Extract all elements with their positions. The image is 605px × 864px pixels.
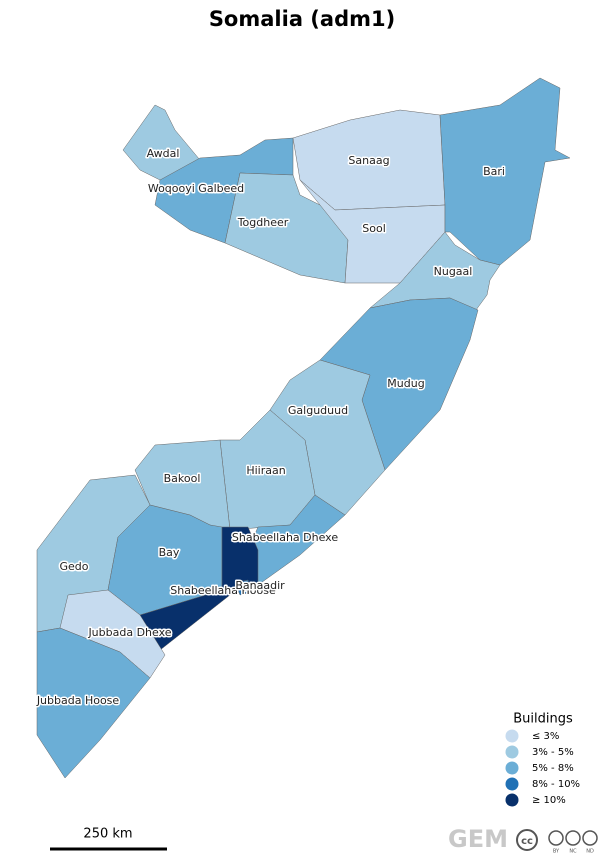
- region-label: Bakool: [164, 472, 201, 485]
- legend-label: ≥ 10%: [532, 795, 566, 806]
- license-icon: [565, 830, 581, 846]
- region-label: Togdheer: [237, 216, 289, 229]
- legend-label: 3% - 5%: [532, 747, 574, 758]
- region: [439, 77, 571, 266]
- license-label: ND: [586, 849, 594, 855]
- region-label: Bari: [483, 165, 505, 178]
- region-label: Bay: [159, 546, 180, 559]
- region-label: Gedo: [59, 560, 88, 573]
- cc-mark: cc: [521, 836, 533, 847]
- region: [139, 526, 259, 659]
- license-icons: BY NC ND: [548, 830, 598, 855]
- regions: [36, 77, 571, 779]
- legend-swatch: [505, 761, 519, 775]
- legend: ≤ 3% 3% - 5% 5% - 8% 8% - 10% ≥ 10%: [505, 729, 580, 807]
- license-label: NC: [569, 849, 577, 855]
- license-icon: [548, 830, 564, 846]
- legend-swatch: [505, 777, 519, 791]
- legend-swatch: [505, 745, 519, 759]
- region-label: Shabeellaha Hoose: [170, 584, 276, 597]
- region: [36, 627, 151, 779]
- scale-label: 250 km: [83, 827, 132, 842]
- legend-swatch: [505, 793, 519, 807]
- license-label: BY: [553, 849, 560, 855]
- region-label: Banaadir: [235, 579, 285, 592]
- region-label: Sool: [362, 222, 386, 235]
- logo: GEM: [448, 825, 508, 853]
- region-labels: Awdal Woqooyi Galbeed Togdheer Sanaag Sool Ba…: [34, 146, 506, 709]
- cc-icon: [516, 829, 538, 851]
- region-label: Galguduud: [288, 404, 348, 417]
- legend-swatch: [505, 729, 519, 743]
- license-icon: [582, 830, 598, 846]
- legend-title: Buildings: [513, 712, 573, 727]
- region-label: Hiiraan: [246, 464, 285, 477]
- region: [369, 231, 501, 311]
- region-label: Awdal: [147, 147, 180, 160]
- map-title: Somalia (adm1): [209, 7, 395, 31]
- region-label: Jubbada Hoose: [36, 694, 120, 707]
- region-label: Mudug: [387, 377, 424, 390]
- region: [234, 579, 253, 596]
- region-label: Sanaag: [348, 154, 389, 167]
- region-label: Jubbada Dhexe: [87, 626, 171, 639]
- region-label: Woqooyi Galbeed: [148, 182, 244, 195]
- legend-label: 8% - 10%: [532, 779, 580, 790]
- legend-label: 5% - 8%: [532, 763, 574, 774]
- legend-label: ≤ 3%: [532, 731, 559, 742]
- region-label: Nugaal: [434, 265, 473, 278]
- region-label: Shabeellaha Dhexe: [232, 531, 338, 544]
